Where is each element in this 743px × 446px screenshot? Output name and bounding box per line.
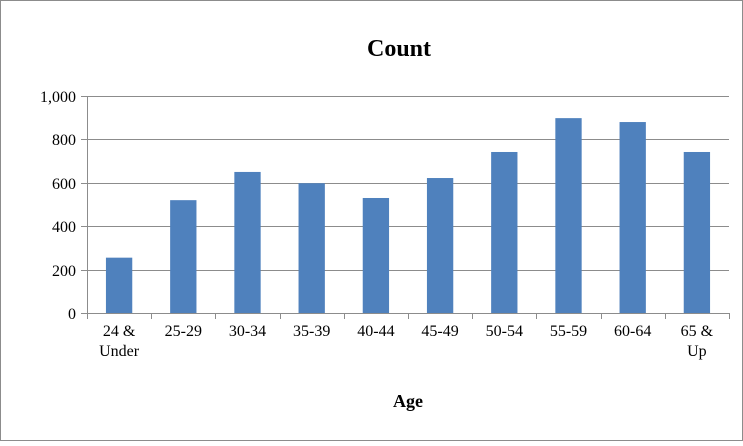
y-tick-label: 200 [52, 263, 76, 280]
bar [491, 151, 518, 313]
x-tick-label: Up [687, 343, 707, 360]
x-tick-label: Under [99, 343, 140, 360]
y-tick-label: 600 [52, 176, 76, 193]
x-tick-label: 60-64 [614, 323, 651, 340]
x-tick-label: 40-44 [357, 323, 394, 340]
bar [105, 257, 133, 313]
bar [170, 200, 197, 313]
y-tick-label: 400 [52, 219, 76, 236]
bar [683, 151, 711, 313]
y-tick-labels: 0 200 400 600 800 1,000 [40, 89, 76, 323]
x-tick-label: 24 & [103, 323, 136, 340]
x-tick-label: 65 & [681, 323, 714, 340]
bar [426, 178, 454, 313]
x-tick-label: 25-29 [165, 323, 202, 340]
bar [555, 118, 582, 313]
bar [234, 171, 261, 313]
axes [81, 96, 730, 319]
x-tick-label: 45-49 [421, 323, 458, 340]
x-tick-labels: 24 & Under 25-29 30-34 35-39 40-44 45-49 50-54 5… [99, 323, 714, 360]
x-tick-label: 35-39 [293, 323, 330, 340]
y-tick-label: 0 [68, 306, 76, 323]
chart-title: Count [367, 36, 431, 62]
y-tick-label: 1,000 [40, 89, 76, 106]
x-tick-label: 30-34 [229, 323, 266, 340]
y-tick-label: 800 [52, 132, 76, 149]
x-tick-label: 50-54 [486, 323, 523, 340]
bar [362, 197, 390, 313]
bar [298, 183, 325, 313]
bar [619, 122, 646, 313]
bars [105, 118, 711, 313]
x-axis-title: Age [393, 391, 423, 411]
x-tick-label: 55-59 [550, 323, 587, 340]
